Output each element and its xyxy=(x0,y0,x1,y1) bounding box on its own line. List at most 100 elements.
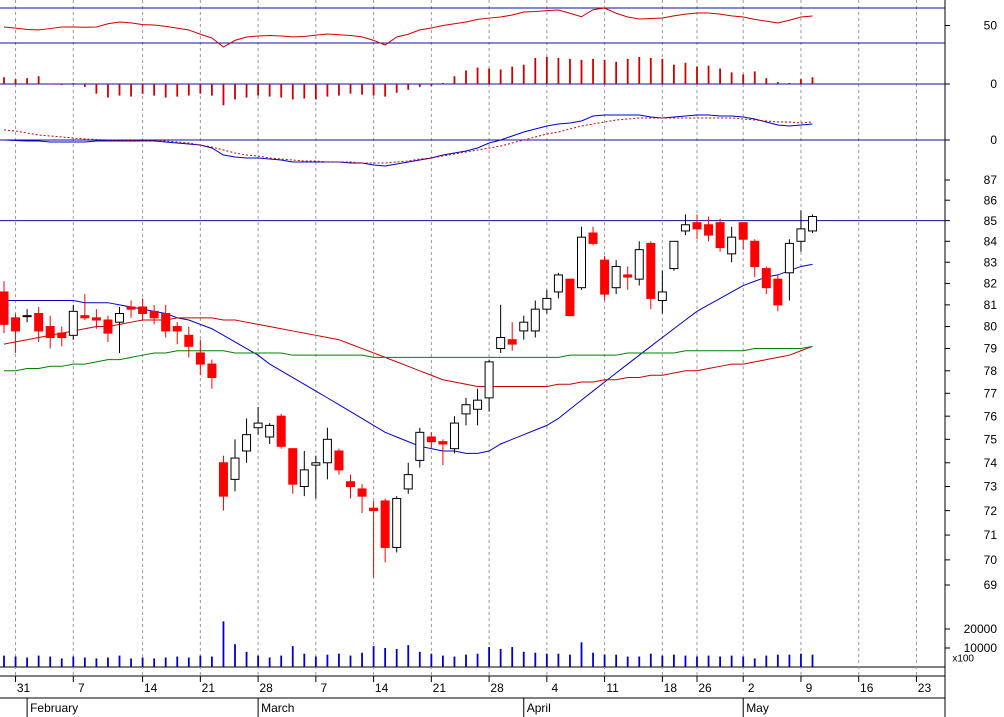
bar xyxy=(661,655,664,667)
x-tick-label: 9 xyxy=(806,681,813,695)
candle-body xyxy=(242,434,252,452)
bar xyxy=(407,84,410,90)
bar xyxy=(580,59,583,84)
candle-body xyxy=(346,481,355,488)
bar xyxy=(545,653,548,667)
candle-body xyxy=(115,312,124,323)
y-tick-label: 50 xyxy=(984,19,998,33)
bar xyxy=(638,56,641,84)
x-tick-label: 2 xyxy=(748,681,755,695)
bar xyxy=(661,58,664,84)
bar xyxy=(3,655,5,667)
x-tick-label: 4 xyxy=(552,681,559,695)
bar xyxy=(141,84,144,94)
bar xyxy=(234,84,236,100)
bar xyxy=(395,84,398,93)
bar xyxy=(476,653,479,667)
bar xyxy=(522,651,525,667)
candle-body xyxy=(253,422,263,429)
y-tick-label: 75 xyxy=(984,432,998,446)
bar xyxy=(707,655,710,667)
bar xyxy=(557,653,560,667)
bar xyxy=(592,58,594,84)
bar xyxy=(37,655,40,667)
bar xyxy=(522,64,525,84)
bar xyxy=(372,84,375,96)
bar xyxy=(615,654,618,667)
bar xyxy=(361,652,363,667)
bar xyxy=(153,658,156,667)
bar xyxy=(707,65,710,84)
bar xyxy=(211,84,213,96)
bar xyxy=(603,654,606,667)
bar xyxy=(696,66,698,84)
indicator-line xyxy=(3,7,813,48)
candle-body xyxy=(761,268,771,289)
candle-body xyxy=(588,232,598,244)
bar xyxy=(245,84,248,98)
candle-body xyxy=(715,222,725,249)
bar xyxy=(800,79,802,84)
bar xyxy=(72,656,75,667)
candle-body xyxy=(68,310,78,336)
x-tick-label: 14 xyxy=(144,681,158,695)
bar xyxy=(3,77,5,84)
bar xyxy=(776,654,779,667)
bar xyxy=(60,84,63,85)
bar xyxy=(257,84,259,96)
y-tick-label: 71 xyxy=(984,528,998,542)
bar xyxy=(811,77,814,84)
bar xyxy=(673,654,675,667)
candle-body xyxy=(34,312,44,332)
candle-body xyxy=(565,278,575,317)
bar xyxy=(442,655,444,667)
indicator-line xyxy=(3,114,813,167)
candle-body xyxy=(218,462,228,497)
bar xyxy=(453,656,456,667)
bar xyxy=(153,84,156,96)
candle-body xyxy=(103,319,113,334)
y-tick-label: 79 xyxy=(984,342,998,356)
candle-body xyxy=(426,436,436,443)
candle-body xyxy=(311,462,321,466)
candle-body xyxy=(796,228,806,242)
candle-body xyxy=(392,498,402,548)
month-label: April xyxy=(527,701,551,715)
bar xyxy=(49,656,52,667)
bar xyxy=(95,658,98,667)
candle-body xyxy=(172,326,182,332)
bar xyxy=(453,76,456,84)
candle-body xyxy=(22,315,32,318)
bar xyxy=(465,70,467,84)
bar xyxy=(130,658,132,667)
bar xyxy=(730,655,733,667)
bar xyxy=(719,656,721,667)
bar xyxy=(753,71,756,84)
candle-body xyxy=(808,216,817,232)
bar xyxy=(338,84,340,96)
y-tick-label: 78 xyxy=(984,364,998,378)
month-label: May xyxy=(746,701,769,715)
y-tick-label: 77 xyxy=(984,387,998,401)
candle-body xyxy=(403,474,413,490)
bar xyxy=(26,657,28,667)
candle-body xyxy=(138,306,148,314)
y-tick-label: 83 xyxy=(984,255,998,269)
bar xyxy=(107,84,109,98)
y-tick-label: 73 xyxy=(984,480,998,494)
bar xyxy=(488,68,490,84)
candle-body xyxy=(704,224,714,236)
bar xyxy=(164,84,167,98)
bar xyxy=(765,655,768,667)
bar xyxy=(130,84,132,97)
candle-body xyxy=(11,317,21,332)
bar xyxy=(418,84,421,87)
bar xyxy=(349,84,352,94)
bar xyxy=(545,56,548,84)
bar xyxy=(372,646,375,667)
bar xyxy=(418,651,421,667)
candle-body xyxy=(265,424,275,438)
bar xyxy=(800,653,802,667)
bar xyxy=(72,83,75,84)
bar xyxy=(776,82,779,84)
